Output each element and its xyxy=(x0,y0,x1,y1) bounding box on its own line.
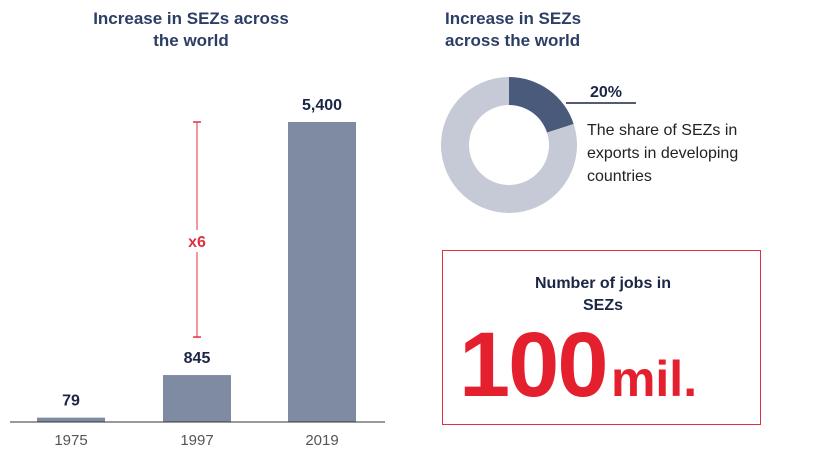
x-tick-label: 2019 xyxy=(305,432,338,449)
pie-slice xyxy=(509,77,574,133)
pie-title: Increase in SEZs across the world xyxy=(445,9,582,50)
x-tick-label: 1997 xyxy=(180,432,213,449)
x-tick-label: 1975 xyxy=(54,432,87,449)
annotation: x6 xyxy=(188,234,206,251)
bar-title: Increase in SEZs across the world xyxy=(93,9,289,50)
pie-slice xyxy=(440,77,577,213)
jobs-box: Number of jobs in SEZs 100 mil. xyxy=(442,250,761,425)
jobs-unit: mil. xyxy=(610,351,698,407)
jobs-figure: 100 mil. xyxy=(459,319,697,411)
jobs-title: Number of jobs in SEZs xyxy=(535,275,671,314)
bar xyxy=(163,375,231,422)
value-label: 845 xyxy=(184,350,211,367)
value-label: 79 xyxy=(62,393,80,410)
bar xyxy=(288,122,356,422)
jobs-value: 100 xyxy=(459,314,608,416)
pie-description: The share of SEZs in exports in developi… xyxy=(587,122,739,185)
value-label: 5,400 xyxy=(302,97,342,114)
annotation-bg xyxy=(183,230,211,252)
bar xyxy=(37,417,105,422)
value-label: 20% xyxy=(590,84,622,101)
